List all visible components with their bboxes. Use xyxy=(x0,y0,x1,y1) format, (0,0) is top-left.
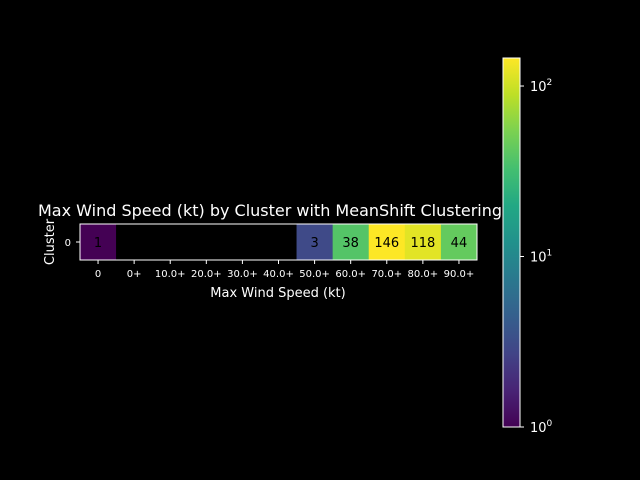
cell-value-label: 44 xyxy=(451,236,468,251)
heatmap-cell xyxy=(440,224,478,260)
colorbar-tick-label: 100 xyxy=(530,419,553,436)
x-tick-label: 20.0+ xyxy=(191,269,222,280)
x-tick-label: 10.0+ xyxy=(155,269,186,280)
x-tick-label: 0 xyxy=(95,269,101,280)
heatmap-cell xyxy=(80,224,117,260)
x-tick-label: 90.0+ xyxy=(444,269,475,280)
heatmap-cell xyxy=(332,224,370,260)
x-tick-label: 60.0+ xyxy=(335,269,366,280)
x-tick-label: 50.0+ xyxy=(299,269,330,280)
heatmap-cell xyxy=(260,224,297,260)
heatmap-cells: 1 3 38 146 118 44 xyxy=(80,224,478,260)
x-axis-label: Max Wind Speed (kt) xyxy=(210,286,345,301)
chart-title: Max Wind Speed (kt) by Cluster with Mean… xyxy=(38,201,502,220)
heatmap-cell xyxy=(116,224,153,260)
y-axis-label: Cluster xyxy=(43,218,58,265)
heatmap-cell xyxy=(188,224,225,260)
y-axis-ticks: 0 xyxy=(65,238,80,249)
heatmap-cell xyxy=(404,224,442,260)
colorbar xyxy=(502,57,521,428)
cell-value-label: 38 xyxy=(342,236,359,251)
heatmap-cell xyxy=(296,224,333,260)
x-axis-ticks: 0 0+ 10.0+ 20.0+ 30.0+ 40.0+ 50.0+ 60.0+ 70.0+ 80… xyxy=(95,260,474,280)
x-tick-label: 40.0+ xyxy=(263,269,294,280)
colorbar-ticks: 100 101 102 xyxy=(520,78,553,436)
heatmap-cell xyxy=(368,224,406,260)
cell-value-label: 118 xyxy=(410,236,435,251)
heatmap-cell xyxy=(152,224,189,260)
x-tick-label: 70.0+ xyxy=(371,269,402,280)
colorbar-tick-label: 102 xyxy=(530,78,552,95)
heatmap-cell xyxy=(224,224,261,260)
y-tick-label: 0 xyxy=(65,238,71,249)
cell-value-label: 3 xyxy=(310,236,318,251)
colorbar-tick-label: 101 xyxy=(530,249,552,266)
cell-value-label: 146 xyxy=(374,236,399,251)
cell-value-label: 1 xyxy=(94,236,102,251)
x-tick-label: 0+ xyxy=(127,269,142,280)
x-tick-label: 80.0+ xyxy=(408,269,439,280)
x-tick-label: 30.0+ xyxy=(227,269,258,280)
